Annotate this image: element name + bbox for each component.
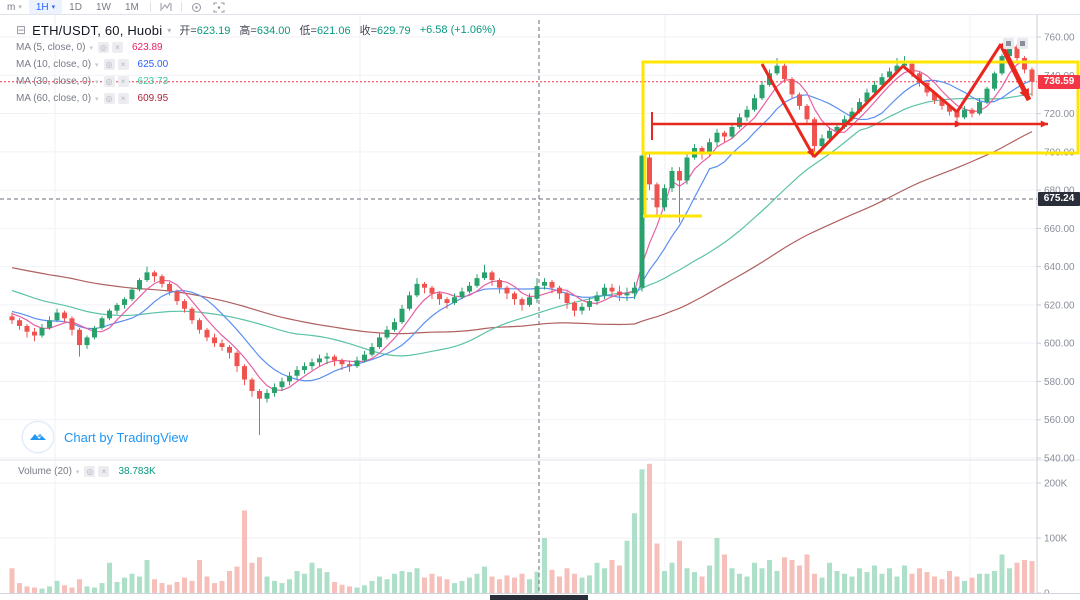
- ma-lines: [11, 60, 1033, 391]
- high-label: 高=: [239, 25, 257, 37]
- interval-1m-label: 1M: [124, 1, 139, 13]
- change-value: +6.58 (+1.06%): [419, 24, 496, 36]
- close-icon[interactable]: ×: [117, 76, 129, 87]
- ma30-legend-row: MA (30, close, 0) ▾ ◎ × 623.73: [16, 73, 496, 90]
- drawing-annotations: [641, 42, 1080, 218]
- low-value: 621.06: [316, 25, 351, 37]
- svg-text:720.00: 720.00: [1044, 109, 1075, 120]
- gear-icon[interactable]: ◎: [84, 466, 96, 477]
- ma5-value: 623.89: [131, 42, 163, 53]
- line-chart-icon[interactable]: [155, 0, 177, 14]
- watermark-text: Chart by TradingView: [64, 429, 189, 445]
- ma30-line: [11, 93, 1033, 357]
- price-axis-labels: 760.00740.00720.00700.00680.00660.00640.…: [1037, 33, 1075, 599]
- interval-1d-button[interactable]: 1D: [62, 0, 89, 14]
- interval-unit-label: m: [7, 1, 16, 13]
- top-toolbar: m ▾ 1H ▾ 1D 1W 1M: [0, 0, 1080, 15]
- volume-legend-row: Volume (20) ▾ ◎ × 38.783K: [18, 466, 156, 477]
- open-value: 623.19: [196, 25, 231, 37]
- high-value: 634.00: [256, 25, 291, 37]
- symbol-title[interactable]: ETH/USDT, 60, Huobi: [32, 22, 163, 38]
- chevron-down-icon: ▾: [18, 4, 22, 11]
- svg-text:200K: 200K: [1044, 479, 1068, 490]
- close-label: 收=: [359, 25, 378, 37]
- close-icon[interactable]: ×: [117, 59, 129, 70]
- volume-label: Volume (20): [18, 466, 72, 477]
- tradingview-logo-icon: [22, 421, 54, 453]
- collapse-pane-icon[interactable]: ⊟: [16, 23, 27, 37]
- chevron-down-icon[interactable]: ▾: [95, 95, 99, 103]
- ma10-label: MA (10, close, 0): [16, 59, 92, 70]
- chevron-down-icon[interactable]: ▾: [89, 44, 93, 52]
- tradingview-watermark[interactable]: Chart by TradingView: [22, 421, 188, 453]
- ma5-line: [11, 60, 1033, 391]
- interval-1m-button[interactable]: 1M: [118, 0, 146, 14]
- chevron-down-icon: ▾: [51, 4, 56, 11]
- ma5-legend-row: MA (5, close, 0) ▾ ◎ × 623.89: [16, 39, 496, 56]
- open-label: 开=: [179, 25, 197, 37]
- crosshair-price-badge: 675.24: [1038, 192, 1080, 206]
- yellow-range-box: [641, 60, 1080, 155]
- interval-unit-dropdown[interactable]: m ▾: [0, 0, 29, 14]
- drawing-lock-icon[interactable]: [1003, 38, 1014, 49]
- time-axis[interactable]: [0, 593, 1080, 600]
- gear-icon[interactable]: ◎: [103, 76, 115, 87]
- screenshot-icon[interactable]: [208, 0, 230, 14]
- chevron-down-icon[interactable]: ▾: [167, 25, 172, 35]
- drawing-eye-icon[interactable]: [1017, 38, 1028, 49]
- svg-text:540.00: 540.00: [1044, 454, 1075, 465]
- interval-1h-button[interactable]: 1H ▾: [28, 0, 63, 14]
- svg-text:660.00: 660.00: [1044, 224, 1075, 235]
- gear-icon[interactable]: ◎: [103, 93, 115, 104]
- svg-text:100K: 100K: [1044, 534, 1068, 545]
- ma60-line: [11, 131, 1033, 335]
- gear-icon[interactable]: ◎: [97, 42, 109, 53]
- interval-1d-label: 1D: [69, 1, 82, 13]
- ma60-label: MA (60, close, 0): [16, 93, 92, 104]
- svg-text:560.00: 560.00: [1044, 415, 1075, 426]
- ma10-line: [11, 79, 1033, 382]
- ma10-value: 625.00: [137, 59, 169, 70]
- close-icon[interactable]: ×: [98, 466, 110, 477]
- close-icon[interactable]: ×: [111, 42, 123, 53]
- ma30-label: MA (30, close, 0): [16, 76, 92, 87]
- toolbar-divider: [149, 2, 151, 12]
- chevron-down-icon[interactable]: ▾: [95, 78, 99, 86]
- ma5-label: MA (5, close, 0): [16, 42, 86, 53]
- interval-1w-label: 1W: [95, 1, 111, 13]
- ma60-legend-row: MA (60, close, 0) ▾ ◎ × 609.95: [16, 90, 496, 107]
- volume-bars: [9, 463, 1035, 593]
- interval-1h-label: 1H: [35, 1, 49, 13]
- crosshair-time-badge: [490, 595, 588, 600]
- close-value: 629.79: [377, 25, 411, 37]
- ohlc-readout: 开=623.19 高=634.00 低=621.06 收=629.79 +6.5…: [179, 22, 495, 38]
- ma30-value: 623.73: [137, 76, 169, 87]
- chart-legend: ⊟ ETH/USDT, 60, Huobi ▾ 开=623.19 高=634.0…: [16, 21, 496, 107]
- volume-value: 38.783K: [118, 466, 156, 477]
- svg-text:600.00: 600.00: [1044, 339, 1075, 350]
- circle-marker-icon[interactable]: [186, 0, 208, 14]
- close-icon[interactable]: ×: [117, 93, 129, 104]
- chevron-down-icon[interactable]: ▾: [95, 61, 99, 69]
- gridlines: [0, 14, 1080, 593]
- svg-text:680.00: 680.00: [1044, 186, 1075, 197]
- last-price-badge: 736.59: [1038, 74, 1080, 89]
- svg-text:580.00: 580.00: [1044, 377, 1075, 388]
- low-label: 低=: [299, 25, 317, 37]
- ma60-value: 609.95: [137, 93, 169, 104]
- interval-1w-button[interactable]: 1W: [89, 0, 118, 14]
- gear-icon[interactable]: ◎: [103, 59, 115, 70]
- chevron-down-icon[interactable]: ▾: [75, 468, 80, 476]
- svg-text:640.00: 640.00: [1044, 262, 1075, 273]
- svg-text:620.00: 620.00: [1044, 300, 1075, 311]
- svg-text:760.00: 760.00: [1044, 33, 1075, 44]
- toolbar-divider: [180, 2, 182, 12]
- ma10-legend-row: MA (10, close, 0) ▾ ◎ × 625.00: [16, 56, 496, 73]
